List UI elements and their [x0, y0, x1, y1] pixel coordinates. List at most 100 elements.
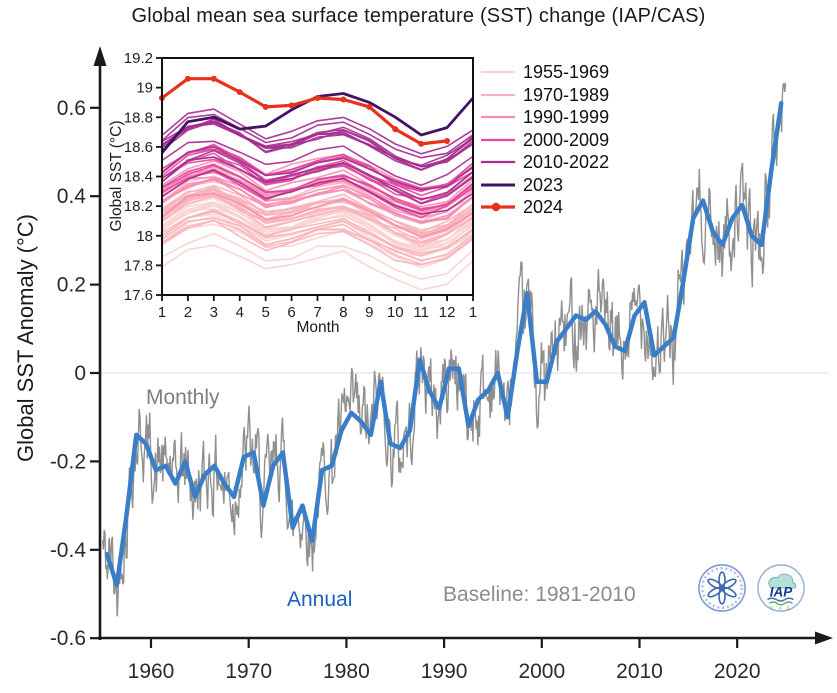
inset-year-line-1969 — [161, 203, 474, 252]
inset-year-line-2011 — [161, 168, 474, 215]
inset-year-line-1996 — [161, 179, 474, 223]
inset-y-tick-label: 17.8 — [124, 257, 153, 274]
inset-2024-marker — [392, 126, 399, 133]
inset-year-line-2013 — [161, 149, 474, 201]
inset-year-line-1986 — [161, 184, 474, 233]
inset-2024-marker — [340, 96, 347, 103]
inset-year-line-2015 — [161, 118, 474, 167]
legend-swatch-1990-1999 — [481, 116, 515, 119]
legend-item-1955-1969: 1955-1969 — [479, 61, 609, 84]
inset-x-axis-label: Month — [296, 319, 340, 336]
legend-item-1990-1999: 1990-1999 — [479, 106, 609, 129]
inset-x-tick-label: 8 — [339, 304, 347, 321]
y-tick-label: 0 — [74, 362, 86, 385]
legend-label: 1970-1989 — [523, 84, 610, 105]
y-tick-label: 0.2 — [57, 274, 86, 297]
y-tick-label: 0.4 — [57, 185, 87, 208]
inset-year-line-2022 — [161, 121, 474, 171]
inset-year-line-1978 — [161, 195, 474, 243]
annual-series-label: Annual — [287, 588, 353, 611]
inset-x-tick-label: 9 — [365, 304, 373, 321]
iap-logo: IAP C A S — [757, 564, 805, 612]
inset-year-line-1956 — [161, 244, 474, 291]
legend-swatch-2000-2009 — [481, 138, 515, 141]
inset-2024-marker — [444, 137, 451, 144]
x-axis-arrow — [815, 631, 833, 645]
inset-year-line-1976 — [161, 219, 474, 266]
legend-item-2023: 2023 — [479, 174, 609, 197]
inset-year-line-1975 — [161, 211, 474, 257]
legend-swatch-2024 — [481, 203, 515, 212]
inset-2024-marker — [184, 75, 191, 82]
inset-y-tick-label: 18 — [136, 228, 153, 245]
inset-year-line-2007 — [161, 152, 474, 200]
inset-x-tick-label: 11 — [413, 304, 429, 321]
inset-year-line-2009 — [161, 143, 474, 190]
inset-year-line-1991 — [161, 160, 474, 208]
cas-ring-text-decoration — [701, 567, 743, 609]
inset-2024-marker — [288, 102, 295, 109]
legend-swatch-1970-1989 — [481, 93, 515, 96]
x-tick-label: 1960 — [128, 660, 175, 683]
inset-x-tick-label: 12 — [439, 304, 456, 321]
inset-year-line-1989 — [161, 187, 474, 235]
legend-item-2024: 2024 — [479, 196, 609, 219]
iap-cloud-icon — [768, 573, 797, 589]
cas-logo — [698, 564, 746, 612]
inset-y-tick-label: 18.8 — [124, 109, 153, 126]
legend-label: 1990-1999 — [523, 107, 610, 128]
inset-legend: 1955-1969 1970-1989 1990-1999 2000-2009 2010… — [479, 61, 609, 219]
legend-item-1970-1989: 1970-1989 — [479, 84, 609, 107]
legend-swatch-2023 — [481, 183, 515, 187]
inset-x-tick-label: 4 — [236, 304, 244, 321]
legend-label: 1955-1969 — [523, 62, 610, 83]
inset-year-line-2016 — [161, 113, 474, 159]
iap-wave-icon — [767, 597, 794, 602]
baseline-note: Baseline: 1981-2010 — [443, 583, 636, 606]
inset-x-tick-label: 1 — [158, 304, 166, 321]
inset-2024-line — [161, 77, 448, 146]
inset-x-tick-label: 2 — [184, 304, 192, 321]
inset-2024-marker — [210, 75, 217, 82]
inset-year-line-1957 — [161, 223, 474, 269]
y-tick-label: -0.2 — [50, 450, 86, 473]
inset-y-tick-label: 19.2 — [124, 50, 153, 67]
inset-y-tick-label: 17.6 — [124, 287, 153, 304]
inset-y-tick-label: 19 — [136, 80, 153, 97]
inset-2024-marker — [262, 103, 269, 110]
iap-cas-subtext: C A S — [770, 606, 792, 612]
y-tick-label: -0.6 — [50, 627, 86, 650]
inset-x-tick-label: 10 — [387, 304, 404, 321]
y-tick-label: 0.6 — [57, 97, 86, 120]
annual-line — [104, 101, 784, 588]
inset-y-tick-label: 18.2 — [124, 198, 153, 215]
legend-marker-dot — [491, 203, 501, 212]
x-tick-label: 1980 — [323, 660, 370, 683]
inset-x-tick-label: 5 — [261, 304, 269, 321]
page-title: Global mean sea surface temperature (SST… — [131, 5, 706, 27]
x-tick-label: 2010 — [616, 660, 663, 683]
y-tick-label: -0.4 — [50, 539, 87, 562]
inset-x-tick-label: 3 — [210, 304, 218, 321]
inset-y-tick-label: 18.4 — [124, 169, 153, 186]
inset-2024-marker — [418, 140, 425, 147]
inset-x-tick-label: 1 — [469, 304, 477, 321]
inset-year-line-2000 — [161, 170, 474, 219]
legend-label: 2024 — [523, 197, 564, 218]
legend-item-2000-2009: 2000-2009 — [479, 129, 609, 152]
inset-year-line-1992 — [161, 192, 474, 238]
inset-x-tick-label: 7 — [313, 304, 321, 321]
inset-year-line-2014 — [161, 140, 474, 186]
inset-x-tick-label: 6 — [287, 304, 295, 321]
inset-2024-marker — [236, 89, 243, 96]
legend-label: 2010-2022 — [523, 152, 610, 173]
y-axis-arrow — [93, 46, 107, 66]
monthly-series-label: Monthly — [146, 386, 220, 409]
inset-year-line-2012 — [161, 156, 474, 205]
inset-year-line-1955 — [161, 232, 474, 281]
legend-label: 2000-2009 — [523, 129, 610, 150]
iap-logo-text: IAP — [770, 585, 792, 600]
inset-year-line-2008 — [161, 163, 474, 212]
cas-flower-icon — [707, 571, 737, 605]
